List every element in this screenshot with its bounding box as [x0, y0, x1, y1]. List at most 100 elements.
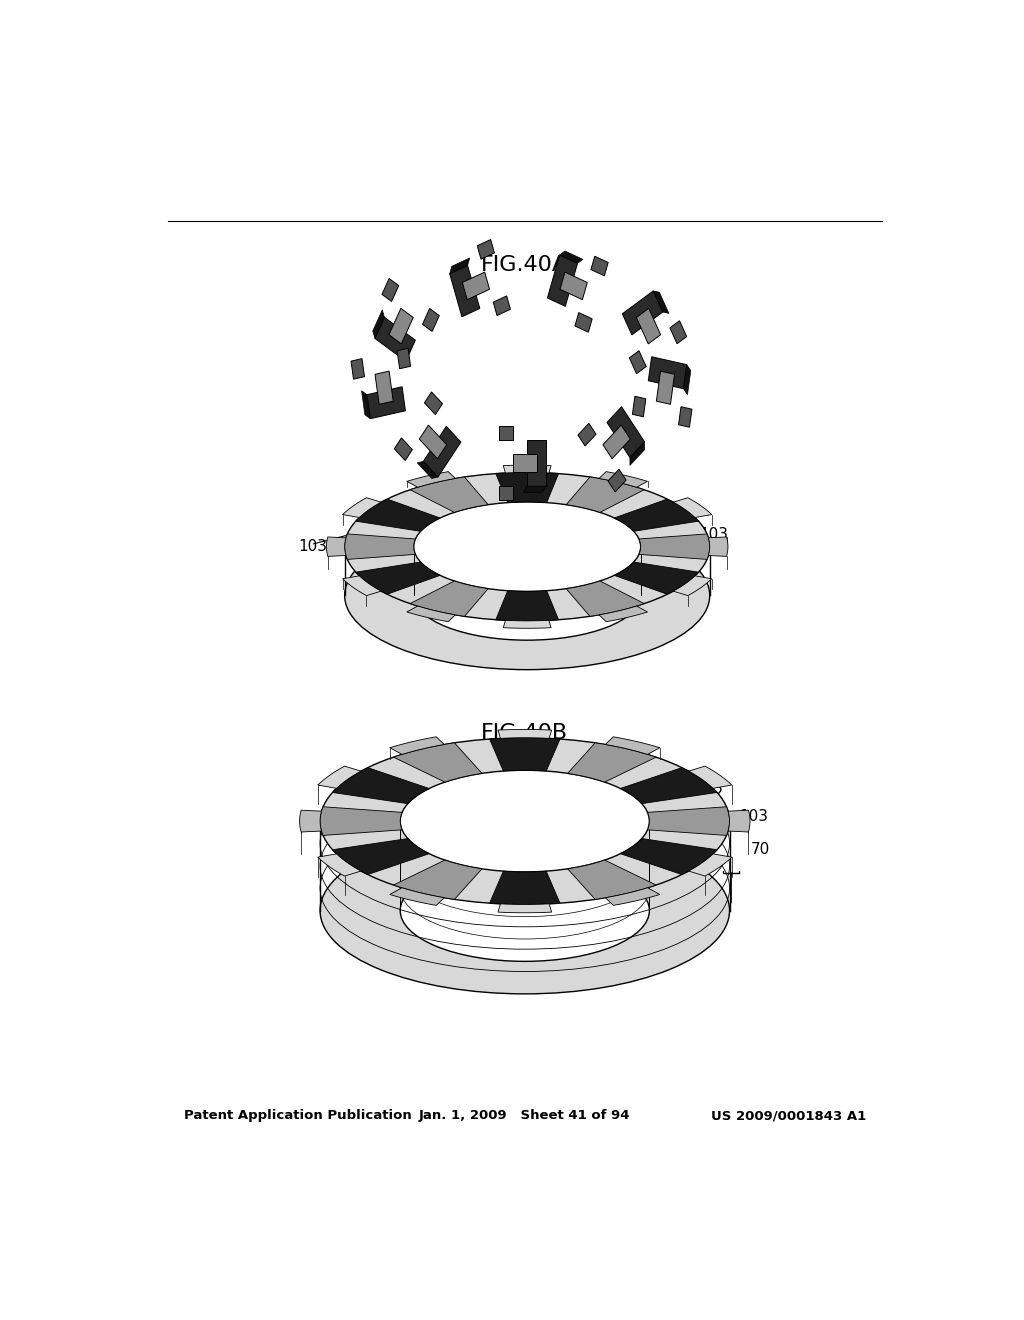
Polygon shape: [566, 581, 644, 616]
Polygon shape: [393, 861, 482, 899]
Ellipse shape: [321, 738, 729, 904]
Polygon shape: [683, 364, 691, 395]
Text: 103: 103: [739, 809, 768, 824]
Polygon shape: [728, 810, 750, 832]
Text: FIG.40A: FIG.40A: [481, 255, 568, 275]
Polygon shape: [355, 499, 440, 531]
Polygon shape: [397, 348, 411, 368]
Polygon shape: [477, 239, 495, 259]
Polygon shape: [389, 309, 414, 345]
Text: Patent Application Publication: Patent Application Publication: [183, 1109, 412, 1122]
Polygon shape: [394, 438, 413, 461]
Polygon shape: [599, 471, 647, 487]
Polygon shape: [407, 471, 456, 487]
Polygon shape: [333, 838, 429, 875]
Polygon shape: [355, 562, 440, 594]
Text: 70: 70: [751, 842, 770, 857]
Polygon shape: [560, 251, 583, 264]
Polygon shape: [527, 441, 546, 486]
Polygon shape: [424, 392, 442, 414]
Polygon shape: [689, 766, 732, 788]
Polygon shape: [679, 407, 692, 428]
Polygon shape: [462, 272, 489, 300]
Polygon shape: [419, 425, 446, 459]
Polygon shape: [689, 854, 732, 876]
Text: FIG.40B: FIG.40B: [481, 722, 568, 743]
Ellipse shape: [345, 521, 710, 669]
Polygon shape: [375, 371, 393, 404]
Polygon shape: [673, 498, 712, 517]
Polygon shape: [621, 838, 717, 875]
Polygon shape: [656, 371, 675, 404]
Polygon shape: [345, 533, 416, 560]
Polygon shape: [623, 290, 663, 335]
Polygon shape: [390, 737, 444, 755]
Polygon shape: [614, 499, 698, 531]
Text: 103: 103: [699, 527, 728, 543]
Polygon shape: [375, 317, 416, 362]
Polygon shape: [450, 265, 480, 317]
Polygon shape: [621, 768, 717, 804]
Polygon shape: [603, 425, 631, 459]
Polygon shape: [614, 562, 698, 594]
Text: 1 2: 1 2: [699, 787, 724, 801]
Text: 1 2: 1 2: [648, 512, 672, 527]
Polygon shape: [566, 477, 644, 512]
Text: 1 2: 1 2: [494, 591, 517, 606]
Polygon shape: [423, 309, 439, 331]
Polygon shape: [636, 309, 660, 345]
Polygon shape: [591, 256, 608, 276]
Polygon shape: [393, 743, 482, 783]
Polygon shape: [361, 391, 371, 418]
Polygon shape: [639, 533, 710, 560]
Polygon shape: [410, 477, 488, 512]
Polygon shape: [499, 426, 513, 441]
Polygon shape: [499, 486, 513, 500]
Polygon shape: [567, 861, 656, 899]
Ellipse shape: [321, 828, 729, 994]
Polygon shape: [410, 581, 488, 616]
Polygon shape: [673, 576, 712, 595]
Polygon shape: [498, 904, 552, 912]
Polygon shape: [578, 424, 596, 446]
Polygon shape: [607, 407, 644, 458]
Ellipse shape: [345, 473, 710, 620]
Polygon shape: [503, 465, 551, 473]
Polygon shape: [351, 359, 365, 379]
Text: 103a: 103a: [299, 539, 337, 554]
Polygon shape: [343, 498, 381, 517]
Polygon shape: [648, 356, 687, 388]
Polygon shape: [630, 442, 644, 466]
Polygon shape: [709, 537, 728, 557]
Polygon shape: [496, 473, 558, 503]
Polygon shape: [373, 310, 384, 338]
Polygon shape: [523, 486, 546, 492]
Polygon shape: [630, 351, 646, 374]
Polygon shape: [633, 396, 646, 417]
Polygon shape: [574, 313, 592, 333]
Polygon shape: [605, 888, 659, 906]
Polygon shape: [513, 454, 537, 473]
Polygon shape: [423, 426, 461, 477]
Polygon shape: [653, 290, 669, 313]
Polygon shape: [407, 606, 456, 622]
Text: US 2009/0001843 A1: US 2009/0001843 A1: [711, 1109, 866, 1122]
Polygon shape: [367, 387, 406, 418]
Polygon shape: [567, 743, 656, 783]
Polygon shape: [343, 576, 381, 595]
Polygon shape: [321, 807, 402, 836]
Polygon shape: [605, 737, 659, 755]
Polygon shape: [647, 807, 729, 836]
Polygon shape: [489, 871, 560, 904]
Polygon shape: [503, 620, 551, 628]
Polygon shape: [494, 296, 510, 315]
Polygon shape: [560, 272, 588, 300]
Ellipse shape: [414, 502, 641, 591]
Polygon shape: [608, 469, 626, 492]
Ellipse shape: [414, 550, 641, 640]
Polygon shape: [496, 591, 558, 620]
Polygon shape: [670, 321, 687, 343]
Polygon shape: [548, 255, 578, 306]
Ellipse shape: [400, 859, 649, 961]
Polygon shape: [498, 730, 552, 738]
